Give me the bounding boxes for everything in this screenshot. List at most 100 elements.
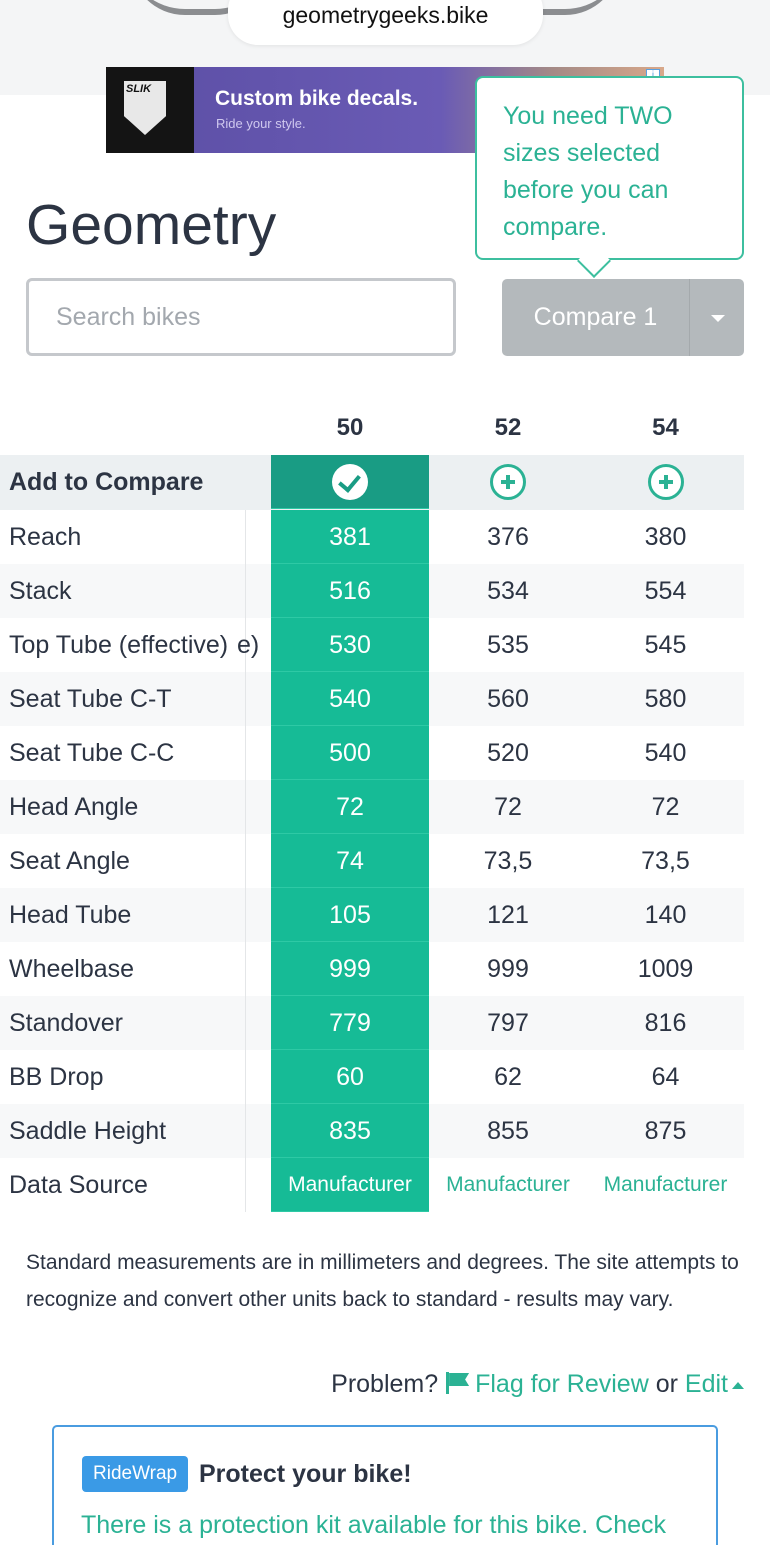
- table-row: Stack 516 534 554: [0, 564, 744, 618]
- table-cell: 530: [271, 618, 429, 672]
- plus-circle-icon[interactable]: [490, 464, 526, 500]
- label-divider: [245, 618, 246, 672]
- add-to-compare-row: Add to Compare: [0, 455, 744, 510]
- size-header-row: 50 52 54: [0, 400, 744, 455]
- table-cell: 835: [271, 1104, 429, 1158]
- ad-logo-text: SLIK: [126, 83, 152, 95]
- table-cell: 516: [271, 564, 429, 618]
- table-cell: 105: [271, 888, 429, 942]
- table-cell: 72: [651, 793, 680, 821]
- table-row: Head Tube 105 121 140: [0, 888, 744, 942]
- table-cell: 534: [487, 577, 529, 605]
- table-cell: 580: [644, 685, 687, 713]
- table-row: Reach 381 376 380: [0, 510, 744, 564]
- table-cell: 535: [487, 631, 529, 659]
- table-cell: 520: [487, 739, 529, 767]
- problem-label: Problem?: [331, 1370, 439, 1398]
- add-to-compare-label: Add to Compare: [9, 468, 204, 496]
- row-label: Seat Tube C-T: [9, 685, 172, 713]
- compare-cell-52: [429, 455, 587, 509]
- table-cell: 72: [494, 793, 522, 821]
- label-divider: [245, 1050, 246, 1104]
- ad-logo: SLIK: [106, 67, 194, 153]
- table-cell: 376: [487, 523, 529, 551]
- ad-title: Custom bike decals.: [215, 87, 419, 110]
- table-cell: 1009: [637, 955, 694, 983]
- table-cell: 855: [487, 1117, 529, 1145]
- ridewrap-link[interactable]: There is a protection kit available for …: [81, 1511, 666, 1539]
- table-row: Data Source Manufacturer Manufacturer Manuf…: [0, 1158, 744, 1212]
- row-label: Reach: [9, 523, 82, 551]
- caret-up-icon: [732, 1382, 744, 1389]
- flag-for-review-link[interactable]: Flag for Review: [445, 1370, 649, 1398]
- table-cell: 540: [271, 672, 429, 726]
- plus-circle-icon[interactable]: [647, 464, 684, 500]
- row-label: Head Angle: [9, 793, 139, 821]
- table-cell: 73,5: [483, 847, 533, 875]
- table-cell: 73,5: [641, 847, 690, 875]
- compare-button[interactable]: Compare 1: [502, 279, 744, 356]
- size-header-50: 50: [336, 414, 364, 441]
- label-divider: [245, 780, 246, 834]
- table-cell: 999: [487, 955, 529, 983]
- table-cell: 64: [651, 1063, 680, 1091]
- url-text: geometrygeeks.bike: [282, 2, 489, 28]
- table-cell: 554: [644, 577, 687, 605]
- table-cell: 560: [487, 685, 529, 713]
- table-cell: 381: [271, 510, 429, 564]
- row-label: Data Source: [9, 1171, 148, 1199]
- table-cell: 816: [644, 1009, 687, 1037]
- bike-wheel-image-left: [130, 0, 270, 15]
- ridewrap-title: Protect your bike!: [199, 1460, 412, 1488]
- check-circle-icon[interactable]: [332, 463, 368, 500]
- units-note: Standard measurements are in millimeters…: [26, 1251, 739, 1311]
- label-divider: [245, 726, 246, 780]
- row-label: Standover: [9, 1009, 123, 1037]
- bike-wheel-image-right: [480, 0, 620, 15]
- compare-divider: [689, 279, 690, 356]
- table-cell: 121: [487, 901, 529, 929]
- table-cell: 60: [271, 1050, 429, 1104]
- data-source-link[interactable]: Manufacturer: [271, 1158, 429, 1212]
- table-row: Standover 779 797 816: [0, 996, 744, 1050]
- row-label: Head Tube: [9, 901, 132, 929]
- compare-button-label: Compare 1: [533, 303, 658, 331]
- table-row: Seat Tube C-C 500 520 540: [0, 726, 744, 780]
- table-row: Seat Angle 74 73,5 73,5: [0, 834, 744, 888]
- table-cell: 74: [271, 834, 429, 888]
- chevron-down-icon[interactable]: [711, 315, 725, 322]
- row-label: Seat Angle: [9, 847, 130, 875]
- row-label: Saddle Height: [9, 1117, 167, 1145]
- problem-bar: Problem? Flag for Review or Edit: [331, 1370, 744, 1399]
- data-source-link[interactable]: Manufacturer: [446, 1173, 570, 1196]
- edit-label: Edit: [684, 1370, 728, 1398]
- label-divider: [245, 672, 246, 726]
- edit-link[interactable]: Edit: [685, 1370, 744, 1398]
- table-row: Seat Tube C-T 540 560 580: [0, 672, 744, 726]
- table-cell: 72: [271, 780, 429, 834]
- label-divider: [245, 1158, 246, 1212]
- label-divider: [245, 888, 246, 942]
- row-label: Stack: [9, 577, 72, 605]
- table-cell: 540: [644, 739, 687, 767]
- table-row: Top Tube (effective) e) 530 535 545: [0, 618, 744, 672]
- table-row: Wheelbase 999 999 1009: [0, 942, 744, 996]
- table-row: BB Drop 60 62 64: [0, 1050, 744, 1104]
- table-cell: 380: [644, 523, 687, 551]
- table-cell: 545: [644, 631, 687, 659]
- table-cell: 797: [487, 1009, 529, 1037]
- search-input[interactable]: [26, 278, 456, 356]
- table-cell: 140: [644, 901, 687, 929]
- table-cell: 500: [271, 726, 429, 780]
- label-divider: [245, 996, 246, 1050]
- ad-subtitle: Ride your style.: [216, 116, 306, 131]
- label-divider: [245, 510, 246, 564]
- table-cell: 779: [271, 996, 429, 1050]
- compare-tooltip: You need TWO sizes selected before you c…: [475, 76, 744, 260]
- url-bar[interactable]: geometrygeeks.bike: [228, 0, 543, 45]
- table-row: Head Angle 72 72 72: [0, 780, 744, 834]
- table-cell: 875: [644, 1117, 687, 1145]
- data-source-link[interactable]: Manufacturer: [603, 1173, 728, 1196]
- size-header-54: 54: [652, 414, 679, 441]
- ridewrap-panel: RideWrap Protect your bike! There is a p…: [52, 1425, 718, 1545]
